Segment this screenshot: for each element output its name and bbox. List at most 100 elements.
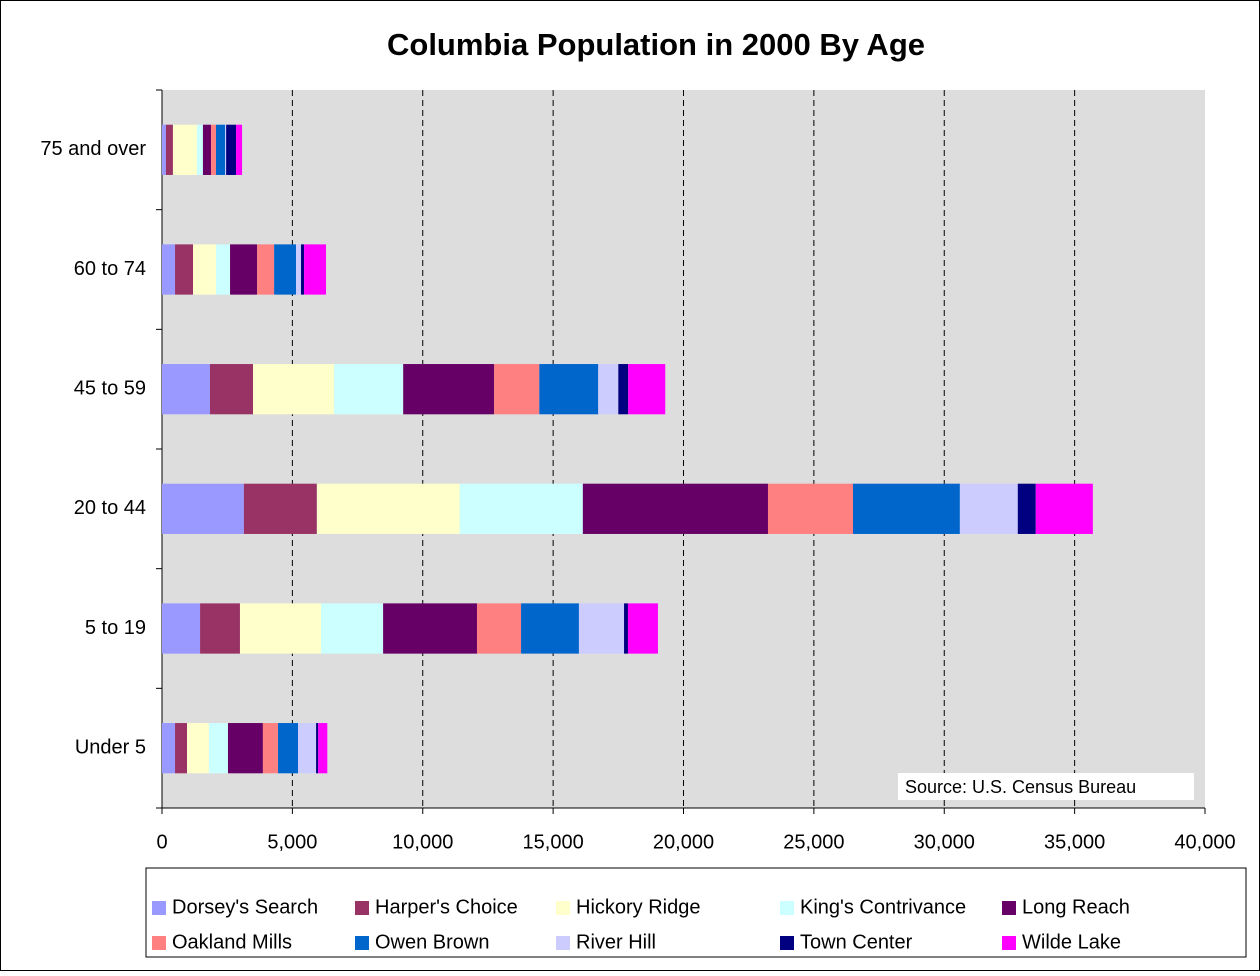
bar-segment — [304, 244, 327, 295]
y-tick-label: 45 to 59 — [74, 377, 146, 399]
bar-segment — [162, 723, 176, 774]
y-tick-label: 60 to 74 — [74, 258, 146, 280]
bar-segment — [318, 723, 328, 774]
plot-area — [162, 90, 1205, 808]
bar-segment — [274, 244, 297, 295]
bar-segment — [172, 124, 197, 175]
bar-segment — [211, 124, 216, 175]
legend-swatch — [1002, 936, 1016, 950]
bar-segment — [162, 483, 244, 534]
bar-segment — [476, 603, 522, 654]
bar-segment — [618, 364, 629, 415]
annotation-box — [898, 773, 1194, 800]
bar-segment — [598, 364, 619, 415]
bar-segment — [215, 124, 226, 175]
bar-segment — [298, 723, 317, 774]
bar-segment — [300, 244, 305, 295]
bar-segment — [316, 483, 460, 534]
legend-box — [145, 867, 1247, 958]
bar-segment — [459, 483, 583, 534]
legend-label: Long Reach — [1022, 896, 1130, 918]
legend-label: Owen Brown — [375, 931, 490, 953]
chart-title: Columbia Population in 2000 By Age — [387, 27, 925, 62]
bar-segment — [383, 603, 477, 654]
bar-segment — [628, 364, 666, 415]
legend-label: Town Center — [800, 931, 913, 953]
bar-segment — [1035, 483, 1093, 534]
legend-swatch — [355, 936, 369, 950]
bar-segment — [162, 603, 201, 654]
y-tick-label: Under 5 — [75, 736, 146, 758]
bar-segment — [521, 603, 579, 654]
legend-swatch — [152, 936, 166, 950]
bar-segment — [209, 364, 254, 415]
legend-label: Hickory Ridge — [576, 896, 700, 918]
y-tick-label: 20 to 44 — [74, 497, 146, 519]
bar-segment — [767, 483, 853, 534]
x-tick-label: 15,000 — [523, 831, 584, 853]
bar-segment — [253, 364, 335, 415]
bar-segment — [257, 244, 275, 295]
legend-label: River Hill — [576, 931, 656, 953]
bar-segment — [296, 244, 301, 295]
bar-segment — [226, 124, 237, 175]
bar-segment — [202, 124, 212, 175]
bar-segment — [200, 603, 240, 654]
bar-segment — [278, 723, 299, 774]
bar-segment — [316, 723, 319, 774]
bar-segment — [208, 723, 228, 774]
bar-segment — [539, 364, 599, 415]
x-tick-label: 25,000 — [783, 831, 844, 853]
bar-segment — [627, 603, 658, 654]
y-tick-label: 75 and over — [40, 138, 146, 160]
x-tick-label: 10,000 — [392, 831, 453, 853]
legend-swatch — [152, 901, 166, 915]
bar-segment — [225, 124, 227, 175]
bar-segment — [165, 124, 173, 175]
bar-segment — [582, 483, 768, 534]
bar-segment — [578, 603, 625, 654]
legend-label: King's Contrivance — [800, 896, 966, 918]
legend-label: Dorsey's Search — [172, 896, 318, 918]
legend-label: Oakland Mills — [172, 931, 292, 953]
y-tick-label: 5 to 19 — [85, 617, 146, 639]
bar-segment — [215, 244, 231, 295]
bar-segment — [175, 723, 188, 774]
annotation: Source: U.S. Census Bureau — [905, 777, 1136, 797]
x-tick-label: 40,000 — [1174, 831, 1235, 853]
legend-swatch — [780, 936, 794, 950]
bar-segment — [236, 124, 243, 175]
bar-segment — [262, 723, 279, 774]
bar-segment — [334, 364, 404, 415]
bar-segment — [239, 603, 322, 654]
x-tick-label: 30,000 — [914, 831, 975, 853]
bar-segment — [230, 244, 258, 295]
bar-segment — [227, 723, 263, 774]
bar-segment — [403, 364, 495, 415]
legend-label: Wilde Lake — [1022, 931, 1121, 953]
legend-swatch — [556, 936, 570, 950]
legend-label: Harper's Choice — [375, 896, 518, 918]
x-tick-label: 35,000 — [1044, 831, 1105, 853]
bar-segment — [175, 244, 194, 295]
bar-segment — [196, 124, 203, 175]
bar-segment — [1017, 483, 1036, 534]
bar-segment — [852, 483, 960, 534]
bar-segment — [162, 364, 210, 415]
legend-swatch — [556, 901, 570, 915]
bar-segment — [494, 364, 540, 415]
bar-segment — [243, 483, 317, 534]
x-tick-label: 0 — [156, 831, 167, 853]
legend-swatch — [1002, 901, 1016, 915]
bar-segment — [187, 723, 209, 774]
bar-segment — [162, 244, 176, 295]
bar-segment — [321, 603, 384, 654]
x-tick-label: 20,000 — [653, 831, 714, 853]
legend-swatch — [355, 901, 369, 915]
bar-segment — [959, 483, 1018, 534]
x-tick-label: 5,000 — [267, 831, 317, 853]
bar-segment — [193, 244, 216, 295]
bar-segment — [162, 124, 166, 175]
legend-swatch — [780, 901, 794, 915]
